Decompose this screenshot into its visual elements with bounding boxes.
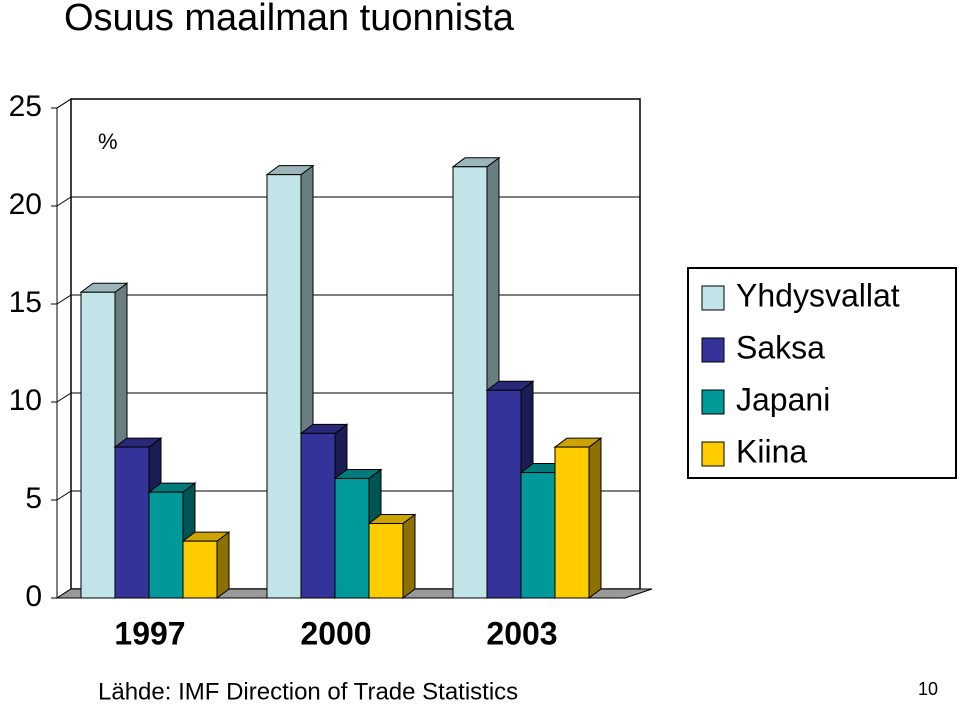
bar: [452, 166, 488, 599]
y-unit: %: [98, 129, 118, 154]
legend-swatch: [701, 337, 725, 363]
source: Lähde: IMF Direction of Trade Statistics: [98, 678, 518, 705]
bar: [520, 472, 556, 599]
legend-swatch: [701, 441, 725, 467]
y-tick-label: 5: [25, 482, 42, 515]
bar: [148, 491, 184, 599]
legend-label: Japani: [736, 381, 830, 417]
y-tick-label: 0: [25, 580, 42, 613]
chart-title: Osuus maailman tuonnista: [64, 0, 515, 39]
bar-side: [588, 437, 602, 599]
x-tick-label: 1997: [114, 615, 185, 651]
legend-swatch: [701, 389, 725, 415]
grid-line: [56, 196, 640, 207]
y-tick-label: 15: [9, 286, 42, 319]
bar: [300, 432, 336, 599]
legend-label: Saksa: [736, 329, 825, 365]
legend-label: Kiina: [736, 433, 807, 469]
bar: [182, 540, 218, 599]
bar: [266, 174, 302, 599]
x-tick-label: 2000: [300, 615, 371, 651]
legend-label: Yhdysvallat: [736, 277, 900, 313]
bar: [554, 446, 590, 599]
grid-line: [56, 294, 640, 305]
bar: [80, 291, 116, 599]
bar: [334, 477, 370, 599]
y-tick-label: 20: [9, 188, 42, 221]
bar: [114, 446, 150, 599]
grid-line: [56, 490, 640, 501]
grid-line: [56, 392, 640, 403]
y-tick-label: 10: [9, 384, 42, 417]
bar: [486, 389, 522, 599]
x-tick-label: 2003: [486, 615, 557, 651]
bar-side: [216, 531, 230, 599]
side-wall: [56, 98, 72, 599]
y-tick-label: 25: [9, 90, 42, 123]
bar: [368, 523, 404, 599]
legend-swatch: [701, 285, 725, 311]
page-number: 10: [918, 679, 938, 699]
bar-side: [402, 513, 416, 599]
legend-box: [687, 267, 957, 479]
grid-line: [56, 98, 640, 109]
